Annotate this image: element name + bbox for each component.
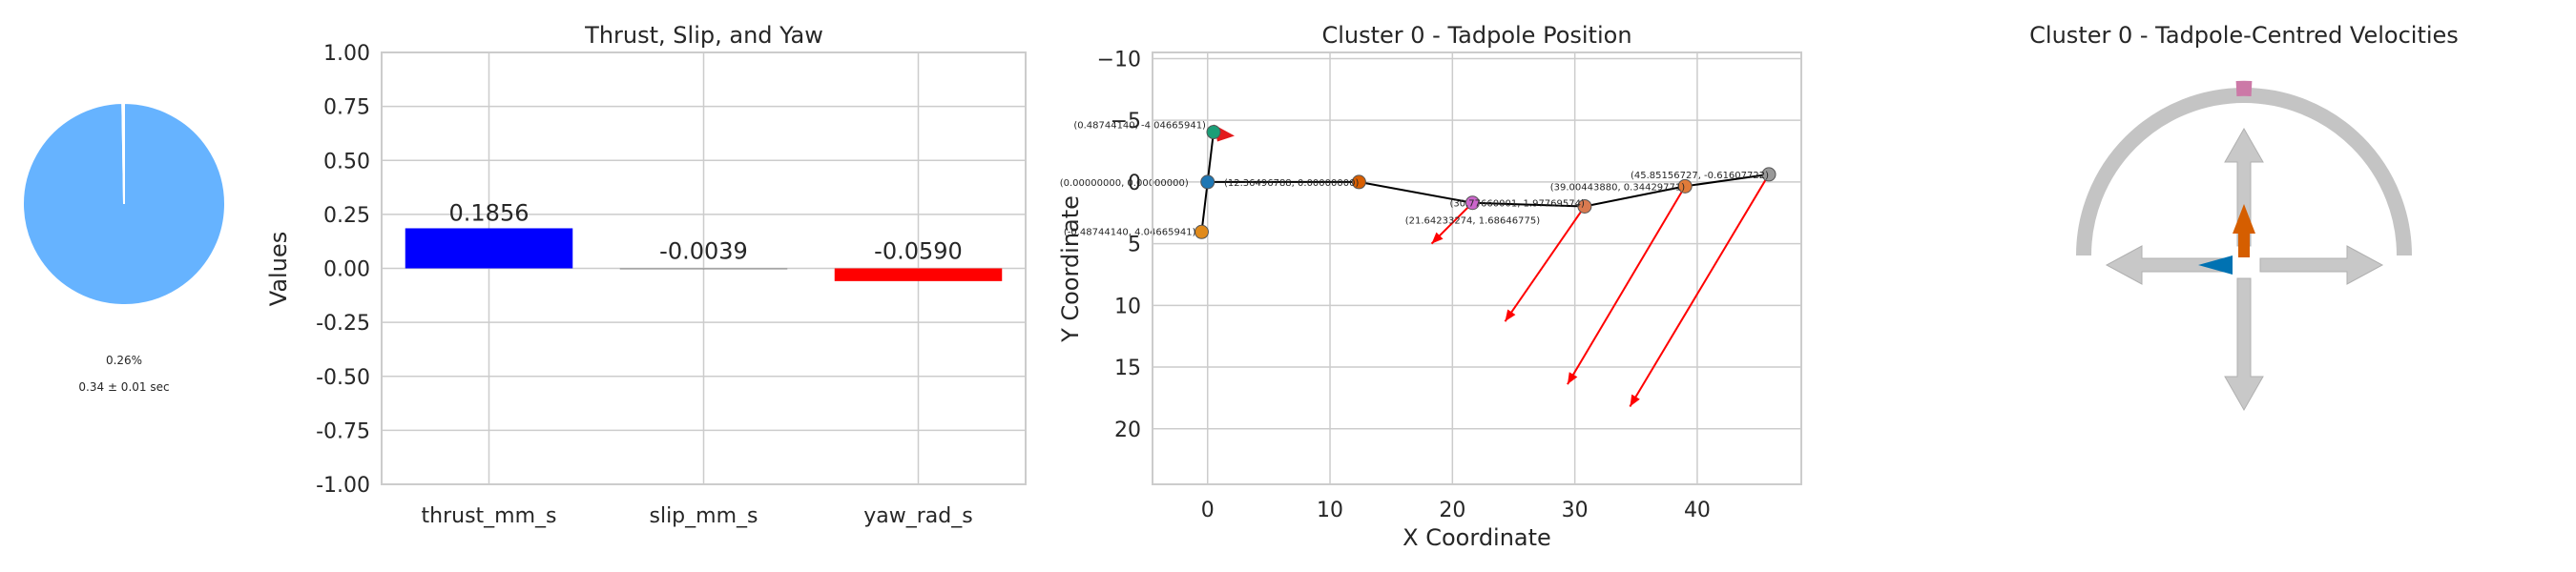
position-x-axis-label: X Coordinate [1402,524,1551,551]
velocity-gauge [2076,80,2412,412]
bar-y-tick-label: 0.75 [323,96,370,120]
position-y-tick-label: 20 [1114,419,1141,442]
position-y-tick-label: 10 [1114,295,1141,318]
position-point [1577,198,1592,214]
pie-slice-1 [121,101,125,205]
pie-percent-label: 0.26% [106,354,142,367]
velocity-arrow-head [1505,309,1516,322]
thrust-arrow [2233,204,2255,257]
bar-thrust_mm_s [405,228,573,269]
bar-y-tick-label: 0.25 [323,204,370,228]
position-y-tick-label: 5 [1128,234,1141,257]
velocity-arrow-shaft [1504,205,1586,322]
position-y-axis-label: Y Coordinate [1057,195,1084,343]
down-arrow [2224,277,2264,412]
right-arrow [2259,245,2384,285]
bar-yaw_rad_s [834,268,1003,281]
position-point-label: (45.85156727, -0.61607722) [1631,171,1769,181]
bar-chart-title: Thrust, Slip, and Yaw [584,22,823,49]
position-x-tick-label: 0 [1201,499,1215,522]
velocity-arrow-head [1431,232,1444,244]
velocity-arrow-head [1567,372,1578,385]
bar-x-tick-label: slip_mm_s [650,504,758,528]
position-y-tick-label: −10 [1097,48,1141,72]
bar-plot-frame [381,51,1027,485]
position-point-label: (12.36496788, 0.00000000) [1224,178,1360,189]
bar-y-axis-label: Values [265,232,292,306]
bar-y-tick-label: 1.00 [323,42,370,66]
bar-value-label: -0.0590 [874,238,963,265]
left-arrow [2105,245,2229,285]
position-plot-area [1153,52,1801,484]
position-chart-title: Cluster 0 - Tadpole Position [1321,22,1631,49]
position-point [1677,178,1693,194]
position-point [1206,125,1221,140]
pie-chart [22,101,226,306]
position-point [1200,174,1215,190]
velocity-arrow-shaft [1567,185,1687,385]
bar-y-tick-label: 0.00 [323,258,370,282]
position-y-tick-label: −5 [1111,110,1141,133]
position-point-label: (39.00443880, 0.34429771) [1550,182,1686,193]
position-point [1194,224,1209,239]
bar-chart: -1.00 -0.75 -0.50 -0.25 0.00 0.25 0.50 0.75 1.00… [316,42,1027,528]
position-y-tick-label: 15 [1114,357,1141,380]
bar-slip_mm_s [619,268,788,270]
bar-x-tick-label: yaw_rad_s [863,504,972,528]
position-point-label: (30.77660001, 1.97769574) [1449,198,1585,209]
position-x-tick-label: 10 [1317,499,1343,522]
pie-duration-label: 0.34 ± 0.01 sec [78,380,169,394]
position-point [1351,174,1366,190]
bar-y-tick-label: -1.00 [316,474,370,498]
position-x-tick-label: 20 [1439,499,1465,522]
bar-x-tick-label: thrust_mm_s [422,504,557,528]
position-point-label: (21.64233274, 1.68646775) [1405,216,1541,227]
position-plot-frame [1152,51,1802,485]
position-chart: 0 10 20 30 40 −10 −5 0 5 10 15 20 (0.48744140, -4.04… [1060,48,1802,522]
bar-value-label: -0.0039 [659,238,748,265]
bar-y-tick-label: 0.50 [323,150,370,174]
position-point-label: (-0.48744140, 4.04665941) [1064,227,1196,237]
velocity-chart-title: Cluster 0 - Tadpole-Centred Velocities [2029,22,2459,49]
position-point [1761,167,1776,182]
position-point-label: (0.00000000, 0.00000000) [1060,178,1189,189]
bar-y-tick-label: -0.50 [316,366,370,390]
position-x-tick-label: 30 [1562,499,1589,522]
velocity-arrow-head [1630,394,1640,407]
position-point-label: (0.48744140, -4.04665941) [1073,121,1206,132]
bar-value-label: 0.1856 [449,199,530,226]
position-y-tick-label: 0 [1128,172,1141,195]
velocity-arrow-shaft [1629,174,1770,407]
bar-y-tick-label: -0.75 [316,419,370,443]
position-x-tick-label: 40 [1684,499,1711,522]
slip-arrow [2198,255,2233,275]
position-point [1465,195,1480,211]
bar-y-tick-label: -0.25 [316,312,370,336]
